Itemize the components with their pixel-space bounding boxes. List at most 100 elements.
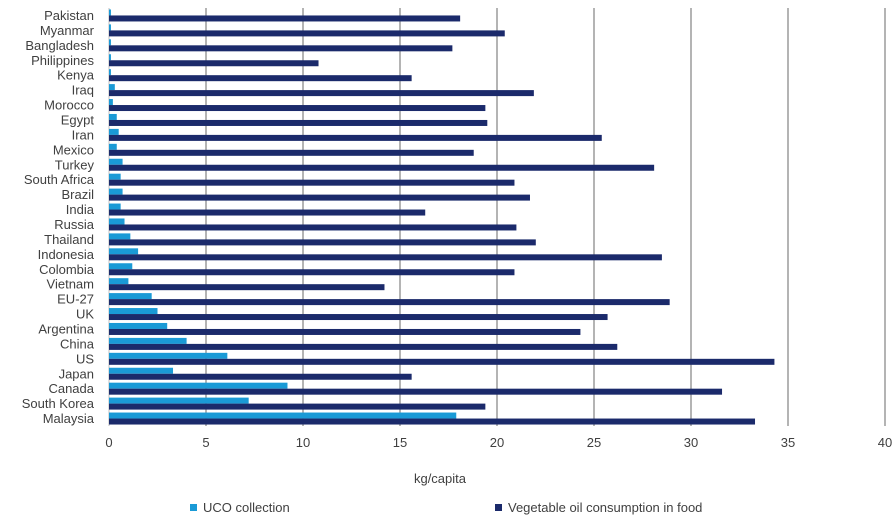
bar-vegetable-oil-japan (109, 373, 412, 380)
bar-uco-myanmar (109, 24, 111, 31)
category-label-iran: Iran (72, 127, 94, 142)
bar-vegetable-oil-uk (109, 314, 608, 321)
category-label-india: India (66, 202, 95, 217)
bar-vegetable-oil-argentina (109, 328, 581, 335)
category-label-brazil: Brazil (61, 187, 94, 202)
x-tick-label: 20 (490, 435, 504, 450)
bar-vegetable-oil-iran (109, 134, 602, 141)
category-label-pakistan: Pakistan (44, 8, 94, 23)
bar-uco-argentina (109, 322, 168, 329)
bar-uco-thailand (109, 233, 131, 240)
bar-vegetable-oil-russia (109, 224, 517, 231)
category-label-turkey: Turkey (55, 157, 95, 172)
bar-uco-canada (109, 382, 288, 389)
bar-uco-kenya (109, 69, 111, 76)
category-label-us: US (76, 351, 94, 366)
bar-uco-us (109, 352, 228, 359)
legend-swatch-vegetable-oil (495, 504, 502, 511)
bar-vegetable-oil-egypt (109, 119, 488, 126)
bar-vegetable-oil-iraq (109, 90, 534, 97)
category-label-egypt: Egypt (61, 112, 95, 127)
bar-vegetable-oil-indonesia (109, 254, 662, 261)
category-label-south-korea: South Korea (22, 396, 95, 411)
x-tick-label: 40 (878, 435, 892, 450)
category-label-malaysia: Malaysia (43, 411, 95, 426)
category-label-philippines: Philippines (31, 53, 94, 68)
category-label-morocco: Morocco (44, 98, 94, 113)
bar-vegetable-oil-philippines (109, 60, 319, 67)
bar-vegetable-oil-bangladesh (109, 45, 453, 52)
category-label-myanmar: Myanmar (40, 23, 95, 38)
category-label-argentina: Argentina (38, 321, 94, 336)
category-label-thailand: Thailand (44, 232, 94, 247)
bar-uco-egypt (109, 113, 117, 120)
bar-vegetable-oil-morocco (109, 105, 486, 112)
bar-vegetable-oil-vietnam (109, 284, 385, 291)
category-label-japan: Japan (59, 366, 94, 381)
legend-label-vegetable-oil: Vegetable oil consumption in food (508, 500, 703, 515)
bar-uco-pakistan (109, 9, 111, 16)
category-label-kenya: Kenya (57, 68, 95, 83)
bar-uco-iran (109, 128, 119, 135)
category-labels: PakistanMyanmarBangladeshPhilippinesKeny… (22, 8, 95, 426)
x-tick-labels: 0 5 10 15 20 25 30 35 40 (105, 435, 892, 450)
bar-uco-south-africa (109, 173, 121, 180)
x-tick-label: 35 (781, 435, 795, 450)
bar-uco-philippines (109, 54, 111, 61)
bar-uco-india (109, 203, 121, 210)
bar-vegetable-oil-us (109, 358, 775, 365)
bar-vegetable-oil-malaysia (109, 418, 756, 425)
bar-vegetable-oil-mexico (109, 149, 474, 156)
x-tick-label: 5 (202, 435, 209, 450)
category-label-vietnam: Vietnam (47, 277, 94, 292)
bar-vegetable-oil-canada (109, 388, 723, 395)
bar-uco-bangladesh (109, 39, 111, 46)
bar-uco-brazil (109, 188, 123, 195)
x-tick-label: 15 (393, 435, 407, 450)
bar-uco-uk (109, 308, 158, 315)
category-label-colombia: Colombia (39, 262, 95, 277)
x-tick-label: 25 (587, 435, 601, 450)
legend-item-vegetable-oil: Vegetable oil consumption in food (495, 500, 702, 515)
category-label-uk: UK (76, 307, 94, 322)
bar-uco-japan (109, 367, 174, 374)
bar-uco-south-korea (109, 397, 249, 404)
category-label-eu-27: EU-27 (57, 292, 94, 307)
bar-vegetable-oil-south-africa (109, 179, 515, 186)
x-tick-label: 10 (296, 435, 310, 450)
bar-uco-malaysia (109, 412, 457, 419)
bar-uco-turkey (109, 158, 123, 165)
legend: UCO collection Vegetable oil consumption… (0, 500, 896, 520)
x-tick-label: 30 (684, 435, 698, 450)
bar-vegetable-oil-kenya (109, 75, 412, 82)
bar-uco-mexico (109, 143, 117, 150)
bar-uco-iraq (109, 84, 115, 91)
bar-vegetable-oil-china (109, 343, 618, 350)
bar-vegetable-oil-colombia (109, 269, 515, 276)
bar-vegetable-oil-myanmar (109, 30, 505, 37)
bar-uco-eu-27 (109, 293, 152, 300)
bar-vegetable-oil-thailand (109, 239, 536, 246)
bars (109, 9, 775, 425)
legend-swatch-uco (190, 504, 197, 511)
category-label-russia: Russia (54, 217, 95, 232)
bar-vegetable-oil-brazil (109, 194, 530, 201)
bar-uco-morocco (109, 99, 113, 106)
bar-uco-vietnam (109, 278, 129, 285)
legend-label-uco: UCO collection (203, 500, 290, 515)
legend-item-uco: UCO collection (190, 500, 290, 515)
bar-uco-china (109, 337, 187, 344)
category-label-south-africa: South Africa (24, 172, 95, 187)
x-tick-label: 0 (105, 435, 112, 450)
bar-uco-russia (109, 218, 125, 225)
category-label-bangladesh: Bangladesh (25, 38, 94, 53)
bar-vegetable-oil-eu-27 (109, 299, 670, 306)
category-label-iraq: Iraq (72, 83, 94, 98)
bar-uco-colombia (109, 263, 133, 270)
x-axis-label: kg/capita (414, 471, 467, 486)
bar-vegetable-oil-india (109, 209, 426, 216)
bar-vegetable-oil-pakistan (109, 15, 461, 22)
category-label-canada: Canada (48, 381, 94, 396)
category-label-indonesia: Indonesia (38, 247, 95, 262)
